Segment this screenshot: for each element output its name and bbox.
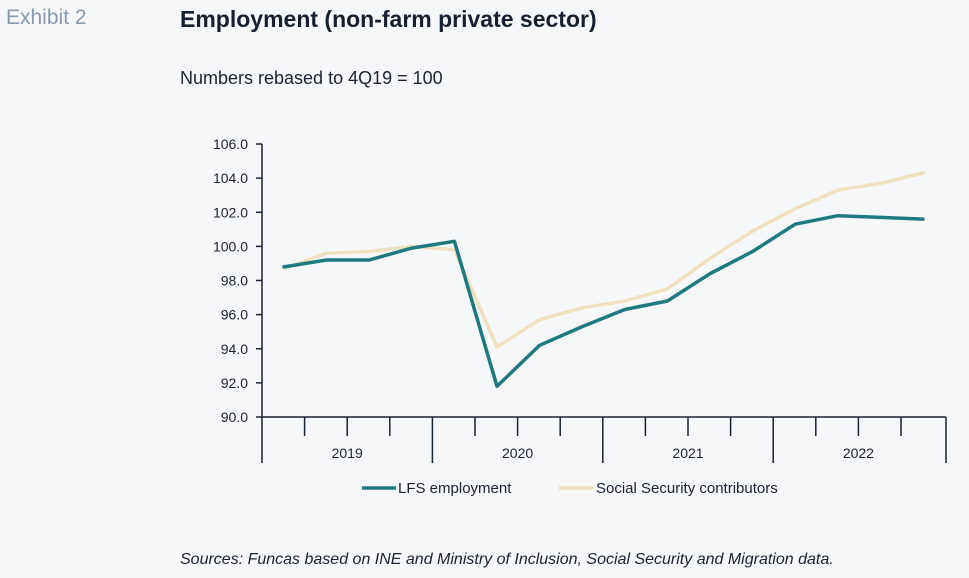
line-chart: 90.0 92.0 94.0 96.0 98.0 100.0 102.0 104.0 106.0… (213, 136, 947, 497)
x-year-label: 2022 (843, 445, 874, 461)
y-tick-label: 96.0 (221, 307, 248, 323)
y-tick-label: 98.0 (221, 273, 248, 289)
exhibit-label: Exhibit 2 (6, 6, 87, 29)
y-tick-label: 90.0 (221, 409, 248, 425)
y-tick-label: 94.0 (221, 341, 248, 357)
y-tick-label: 92.0 (221, 375, 248, 391)
series-line-social-security-contributors (282, 171, 925, 349)
x-year-label: 2021 (672, 445, 703, 461)
y-tick-label: 104.0 (213, 170, 248, 186)
x-year-label: 2019 (332, 445, 363, 461)
x-year-label: 2020 (502, 445, 533, 461)
y-tick-label: 106.0 (213, 136, 248, 152)
series-line-lfs-employment (282, 213, 925, 389)
source-note: Sources: Funcas based on INE and Ministr… (180, 551, 834, 568)
chart-title: Employment (non-farm private sector) (180, 6, 597, 32)
legend-label: Social Security contributors (596, 480, 778, 497)
y-tick-label: 100.0 (213, 238, 248, 254)
chart-subtitle: Numbers rebased to 4Q19 = 100 (180, 68, 443, 88)
legend-label: LFS employment (398, 480, 512, 497)
y-tick-label: 102.0 (213, 204, 248, 220)
